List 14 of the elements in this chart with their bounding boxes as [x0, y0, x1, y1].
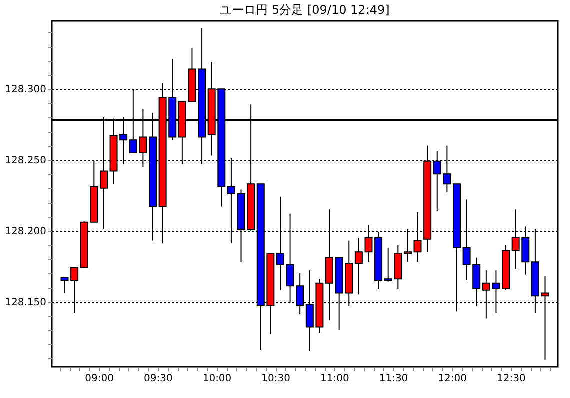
chart-title: ユーロ円 5分足 [09/10 12:49]	[220, 3, 390, 17]
x-tick-label: 09:00	[85, 374, 114, 384]
candlestick	[60, 277, 69, 294]
x-tick-label: 09:30	[144, 374, 173, 384]
x-tick-label: 12:00	[438, 374, 468, 384]
y-tick-label: 128.150	[5, 297, 46, 308]
x-tick-label: 10:30	[262, 374, 290, 384]
x-tick-label: 10:00	[202, 374, 232, 384]
y-tick-label: 128.200	[5, 226, 46, 238]
x-tick-label: 11:30	[379, 374, 408, 384]
y-tick-label: 128.300	[5, 84, 46, 96]
x-tick-label: 11:00	[320, 374, 350, 384]
y-tick-label: 128.250	[5, 155, 46, 166]
x-tick-label: 12:30	[497, 374, 526, 384]
